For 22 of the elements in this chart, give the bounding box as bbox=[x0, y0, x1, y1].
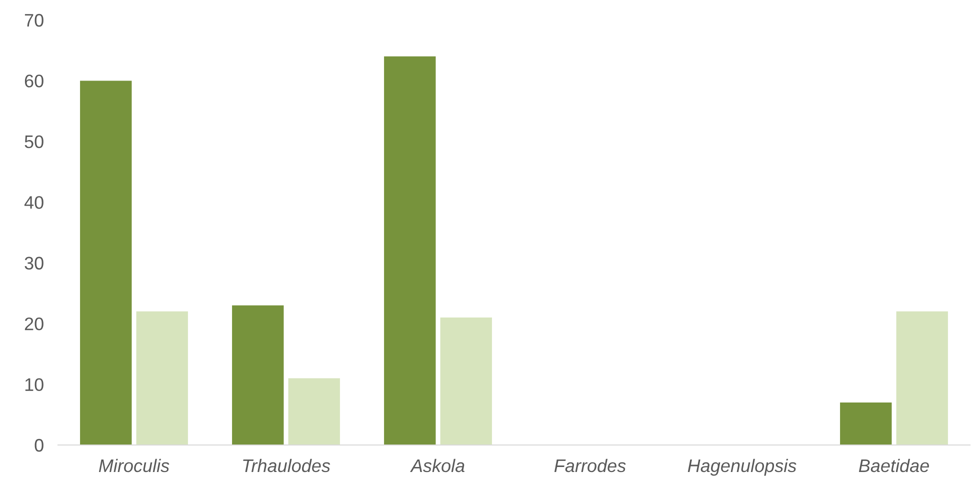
bar bbox=[840, 402, 892, 445]
x-tick-label: Askola bbox=[410, 458, 464, 472]
y-tick-label: 70 bbox=[24, 14, 44, 27]
x-tick-label: Miroculis bbox=[98, 458, 170, 472]
bar bbox=[384, 56, 436, 445]
bar bbox=[80, 80, 132, 445]
x-tick-label: Baetidae bbox=[858, 458, 929, 472]
bar bbox=[896, 311, 948, 445]
x-tick-label: Farrodes bbox=[554, 458, 626, 472]
bar bbox=[288, 378, 340, 445]
x-tick-label: Trhaulodes bbox=[243, 458, 330, 472]
bar bbox=[232, 305, 284, 445]
bar bbox=[136, 311, 188, 445]
y-tick-label: 20 bbox=[24, 318, 44, 330]
y-tick-label: 60 bbox=[24, 74, 44, 88]
y-tick-label: 10 bbox=[25, 378, 44, 392]
x-tick-label: Hagenulopsis bbox=[688, 458, 796, 476]
bar bbox=[440, 318, 492, 445]
y-tick-label: 30 bbox=[24, 256, 44, 270]
y-tick-label: 40 bbox=[24, 196, 44, 209]
y-tick-label: 0 bbox=[34, 438, 44, 452]
y-tick-label: 50 bbox=[24, 135, 44, 148]
